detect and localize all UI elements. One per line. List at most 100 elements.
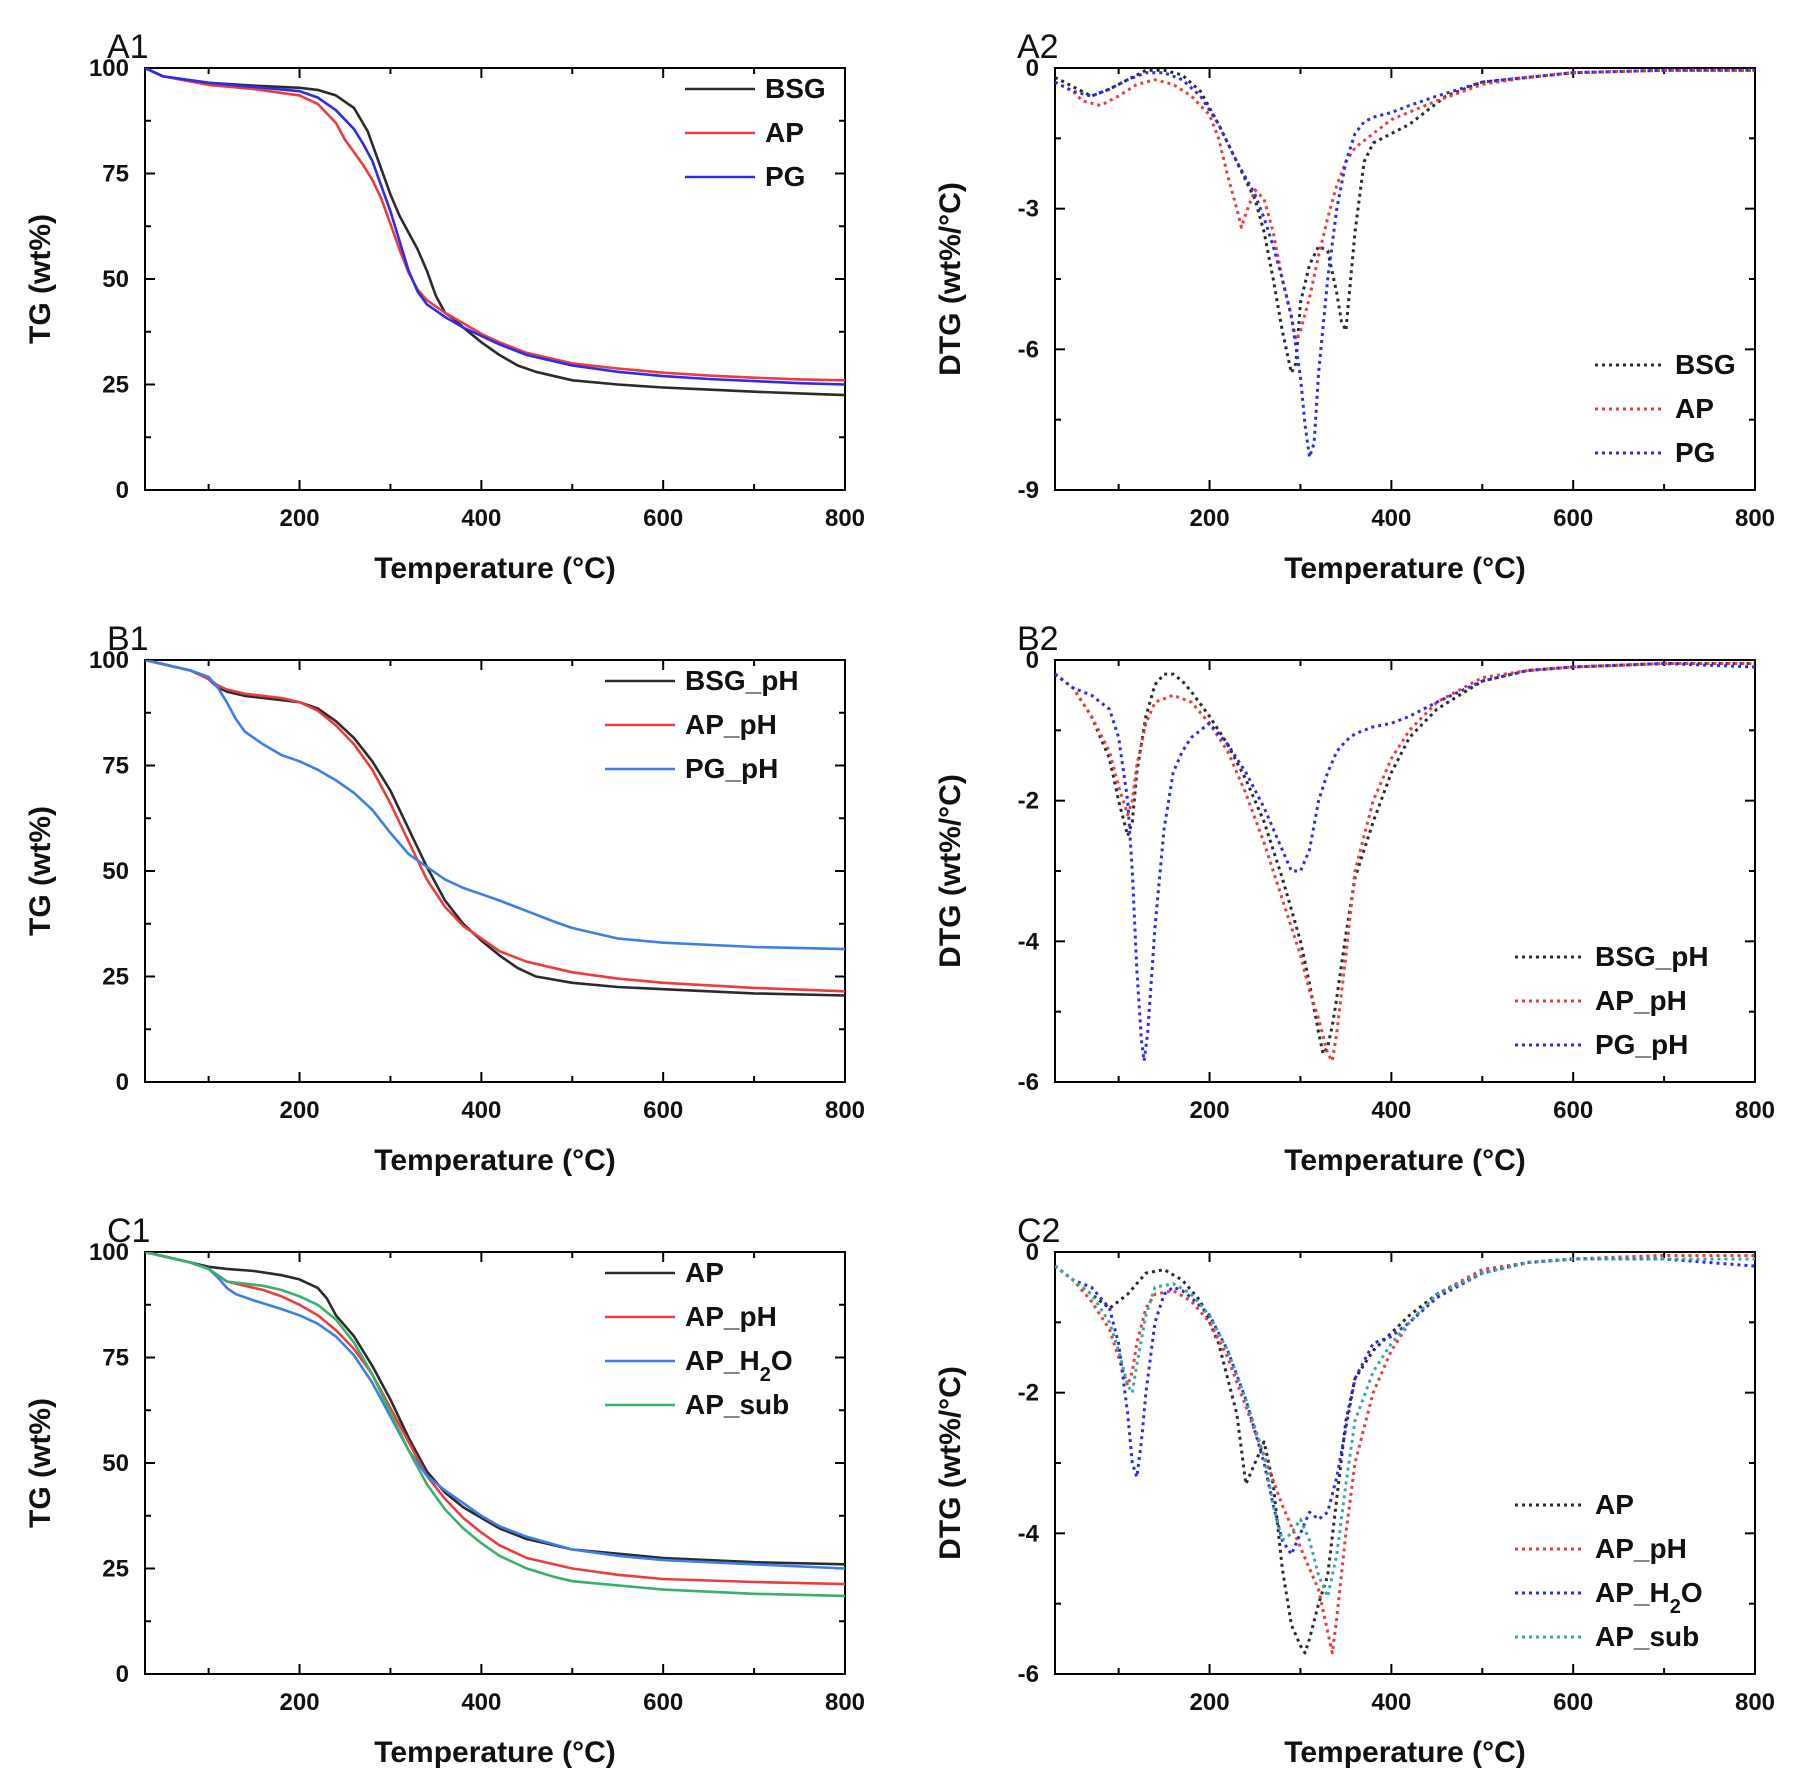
- x-tick-label: 800: [825, 1097, 865, 1124]
- x-axis-title: Temperature (°C): [374, 1736, 615, 1769]
- series-line-bsg: [145, 68, 845, 397]
- y-tick-label: -2: [1018, 788, 1039, 815]
- legend-label-bsg: BSG: [765, 73, 826, 104]
- y-axis-title: TG (wt%): [24, 806, 57, 936]
- y-tick-label: 100: [89, 1239, 129, 1266]
- x-tick-label: 600: [643, 505, 683, 532]
- panel-label-b2: B2: [1017, 620, 1059, 658]
- panel-b1: B1 200 400 600 800 0 25 50 75 100 Temperature (°C)…: [24, 620, 865, 1177]
- legend-label-ap-sub: AP_sub: [685, 1389, 789, 1420]
- y-tick-label: 0: [116, 477, 129, 504]
- panel-a1: A1 200 400 600 800 0 25 50 75 100 Temperature (°C)…: [24, 28, 865, 585]
- y-tick-label: 50: [102, 266, 129, 293]
- y-tick-label: 25: [102, 964, 129, 991]
- panel-label-b1: B1: [107, 620, 149, 658]
- y-axis-title: TG (wt%): [24, 214, 57, 344]
- x-tick-label: 600: [1553, 505, 1593, 532]
- x-tick-label: 400: [1371, 505, 1411, 532]
- y-tick-label: 75: [102, 753, 129, 780]
- panel-label-c1: C1: [107, 1212, 150, 1250]
- x-tick-label: 400: [461, 505, 501, 532]
- y-tick-label: 50: [102, 1450, 129, 1477]
- series-line-ap-sub: [1055, 1257, 1755, 1599]
- y-tick-label: 25: [102, 372, 129, 399]
- series-line-bsg-ph: [1055, 662, 1755, 1056]
- x-tick-label: 600: [643, 1689, 683, 1716]
- panel-label-a2: A2: [1017, 28, 1059, 66]
- series-line-ap: [1055, 68, 1755, 342]
- x-tick-label: 800: [1735, 505, 1775, 532]
- y-tick-label: 0: [116, 1069, 129, 1096]
- x-tick-label: 200: [280, 1689, 320, 1716]
- x-axis-title: Temperature (°C): [374, 1144, 615, 1177]
- legend-label-ap: AP: [1595, 1489, 1634, 1520]
- x-tick-label: 600: [1553, 1097, 1593, 1124]
- panel-label-a1: A1: [107, 28, 149, 66]
- legend-label-pg: PG: [765, 161, 805, 192]
- legend-label-bsg-ph: BSG_pH: [1595, 941, 1709, 972]
- x-tick-label: 400: [461, 1097, 501, 1124]
- y-tick-label: -4: [1018, 1520, 1040, 1547]
- series-line-ap-h2o: [145, 1252, 845, 1570]
- y-tick-label: -3: [1018, 196, 1039, 223]
- legend-label-bsg: BSG: [1675, 349, 1736, 380]
- y-axis-title: DTG (wt%/°C): [934, 774, 967, 968]
- x-tick-label: 200: [1190, 505, 1230, 532]
- x-tick-label: 800: [1735, 1689, 1775, 1716]
- y-tick-label: 100: [89, 55, 129, 82]
- legend-label-ap: AP: [1675, 393, 1714, 424]
- x-tick-label: 600: [643, 1097, 683, 1124]
- series-line-ap-h2o: [1055, 1257, 1755, 1556]
- panel-c1: C1 200 400 600 800 0 25 50 75 100 Temperature (°C)…: [24, 1212, 865, 1769]
- legend-label-ap-h2o: AP_H2O: [1595, 1577, 1703, 1618]
- y-tick-label: 0: [1026, 1239, 1039, 1266]
- series-line-bsg-ph: [145, 660, 845, 997]
- x-axis-title: Temperature (°C): [1284, 552, 1525, 585]
- legend-label-ap-h2o: AP_H2O: [685, 1345, 793, 1386]
- x-tick-label: 600: [1553, 1689, 1593, 1716]
- y-tick-label: 100: [89, 647, 129, 674]
- y-tick-label: -2: [1018, 1380, 1039, 1407]
- x-tick-label: 200: [1190, 1097, 1230, 1124]
- series-line-ap-sub: [145, 1252, 845, 1598]
- x-tick-label: 200: [280, 505, 320, 532]
- legend-label-pg-ph: PG_pH: [685, 753, 778, 784]
- y-tick-label: -4: [1018, 928, 1040, 955]
- panel-a2: A2 200 400 600 800 -9 -6 -3 0 Temperature (°C) DTG…: [934, 28, 1775, 585]
- legend-label-pg: PG: [1675, 437, 1715, 468]
- legend-label-ap-ph: AP_pH: [685, 1301, 777, 1332]
- y-tick-label: 0: [1026, 55, 1039, 82]
- legend-label-ap-ph: AP_pH: [1595, 985, 1687, 1016]
- x-tick-label: 400: [461, 1689, 501, 1716]
- y-tick-label: -6: [1018, 1661, 1039, 1688]
- y-tick-label: 0: [1026, 647, 1039, 674]
- series-line-pg-ph: [1055, 662, 1755, 1063]
- series-line-ap-ph: [1055, 662, 1755, 1063]
- y-axis-title: DTG (wt%/°C): [934, 1366, 967, 1560]
- y-tick-label: 25: [102, 1556, 129, 1583]
- panel-c2: C2 200 400 600 800 -6 -4 -2 0 Temperature (°C) DTG…: [934, 1212, 1775, 1769]
- y-tick-label: 0: [116, 1661, 129, 1688]
- series-line-ap-ph: [145, 660, 845, 993]
- series-line-pg: [145, 68, 845, 386]
- x-tick-label: 200: [280, 1097, 320, 1124]
- legend-label-ap-ph: AP_pH: [685, 709, 777, 740]
- plot-frame: [1054, 67, 1756, 491]
- y-axis-title: DTG (wt%/°C): [934, 182, 967, 376]
- x-tick-label: 400: [1371, 1097, 1411, 1124]
- x-tick-label: 200: [1190, 1689, 1230, 1716]
- x-axis-title: Temperature (°C): [1284, 1144, 1525, 1177]
- y-tick-label: -6: [1018, 336, 1039, 363]
- series-line-bsg: [1055, 68, 1755, 375]
- y-tick-label: 75: [102, 161, 129, 188]
- series-line-ap: [145, 68, 845, 382]
- legend-label-ap: AP: [765, 117, 804, 148]
- x-tick-label: 800: [825, 1689, 865, 1716]
- x-tick-label: 800: [825, 505, 865, 532]
- plot-frame: [1054, 1251, 1756, 1675]
- legend-label-bsg-ph: BSG_pH: [685, 665, 799, 696]
- legend-label-ap-sub: AP_sub: [1595, 1621, 1699, 1652]
- legend-label-pg-ph: PG_pH: [1595, 1029, 1688, 1060]
- series-line-pg-ph: [145, 660, 845, 951]
